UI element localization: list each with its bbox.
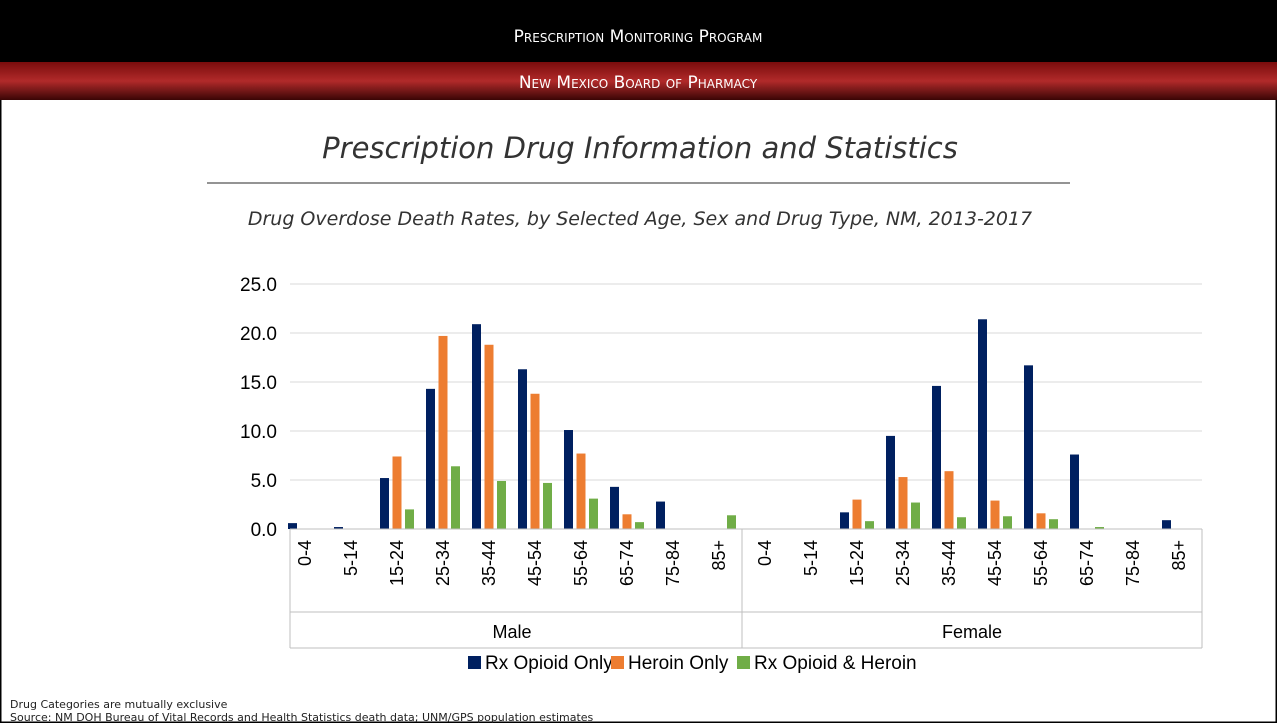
y-tick-label: 25.0 (240, 275, 277, 296)
chart-title: Prescription Drug Information and Statis… (322, 131, 958, 165)
x-tick-label: 35-44 (479, 540, 499, 586)
bar (392, 456, 402, 529)
bar (1049, 519, 1058, 529)
x-tick-label: 85+ (709, 540, 729, 571)
bar (438, 335, 448, 529)
bar (1095, 527, 1104, 529)
x-tick-label: 35-44 (939, 540, 959, 586)
x-tick-label: 25-34 (433, 540, 453, 586)
bar (484, 344, 494, 529)
bar (622, 514, 632, 529)
y-tick-label: 5.0 (251, 471, 277, 492)
x-tick-label: 5-14 (801, 540, 821, 576)
bar (932, 385, 941, 529)
y-tick-label: 15.0 (240, 373, 277, 394)
x-tick-label: 75-84 (1123, 540, 1143, 586)
bar (840, 512, 849, 529)
note: Drug Categories are mutually exclusive (10, 698, 228, 711)
y-tick-label: 20.0 (240, 324, 277, 345)
bar (610, 486, 619, 529)
y-tick-label: 0.0 (251, 520, 277, 541)
bar (1070, 454, 1079, 529)
bar (589, 498, 598, 529)
bar (656, 501, 665, 529)
bar (530, 393, 540, 529)
bar (380, 478, 389, 529)
bar (990, 500, 1000, 529)
bar (944, 471, 954, 529)
y-tick-label: 10.0 (240, 422, 277, 443)
board-name: New Mexico Board of Pharmacy (519, 73, 758, 93)
bar (564, 430, 573, 529)
bar (886, 435, 895, 529)
x-tick-label: 45-54 (985, 540, 1005, 586)
bar (957, 517, 966, 529)
x-tick-label: 0-4 (755, 540, 775, 566)
legend-swatch (737, 656, 750, 669)
bar (497, 480, 506, 529)
header-bar (0, 0, 1277, 62)
bar (451, 466, 460, 529)
bar (1036, 513, 1046, 529)
x-tick-label: 75-84 (663, 540, 683, 586)
x-tick-label: 45-54 (525, 540, 545, 586)
legend-swatch (611, 656, 624, 669)
subheader-bar (0, 62, 1277, 100)
legend-label: Rx Opioid & Heroin (754, 653, 917, 674)
bar (978, 319, 987, 529)
group-label: Male (492, 622, 531, 642)
bar (426, 388, 435, 529)
bar (898, 477, 908, 529)
bar (635, 522, 644, 529)
bar (1162, 520, 1171, 529)
x-tick-label: 5-14 (341, 540, 361, 576)
x-tick-label: 55-64 (571, 540, 591, 586)
x-tick-label: 0-4 (295, 540, 315, 566)
group-label: Female (942, 622, 1002, 642)
bar (576, 453, 586, 529)
bar (852, 499, 862, 529)
legend-label: Rx Opioid Only (485, 653, 613, 674)
x-tick-label: 85+ (1169, 540, 1189, 571)
chart-subtitle: Drug Overdose Death Rates, by Selected A… (248, 208, 1032, 230)
bar (911, 502, 920, 529)
bar (543, 482, 552, 529)
x-tick-label: 15-24 (387, 540, 407, 586)
bar (727, 515, 736, 529)
program-name: Prescription Monitoring Program (514, 27, 763, 47)
x-tick-label: 15-24 (847, 540, 867, 586)
legend-swatch (468, 656, 481, 669)
note: Source: NM DOH Bureau of Vital Records a… (10, 711, 594, 723)
x-tick-label: 65-74 (617, 540, 637, 586)
bar (288, 523, 297, 529)
bar (518, 369, 527, 529)
x-tick-label: 25-34 (893, 540, 913, 586)
bar (472, 324, 481, 529)
bar (1024, 365, 1033, 529)
bar (405, 509, 414, 529)
bar (865, 521, 874, 529)
x-tick-label: 65-74 (1077, 540, 1097, 586)
legend-label: Heroin Only (628, 653, 729, 674)
bar (1003, 516, 1012, 529)
bar (334, 527, 343, 529)
x-tick-label: 55-64 (1031, 540, 1051, 586)
